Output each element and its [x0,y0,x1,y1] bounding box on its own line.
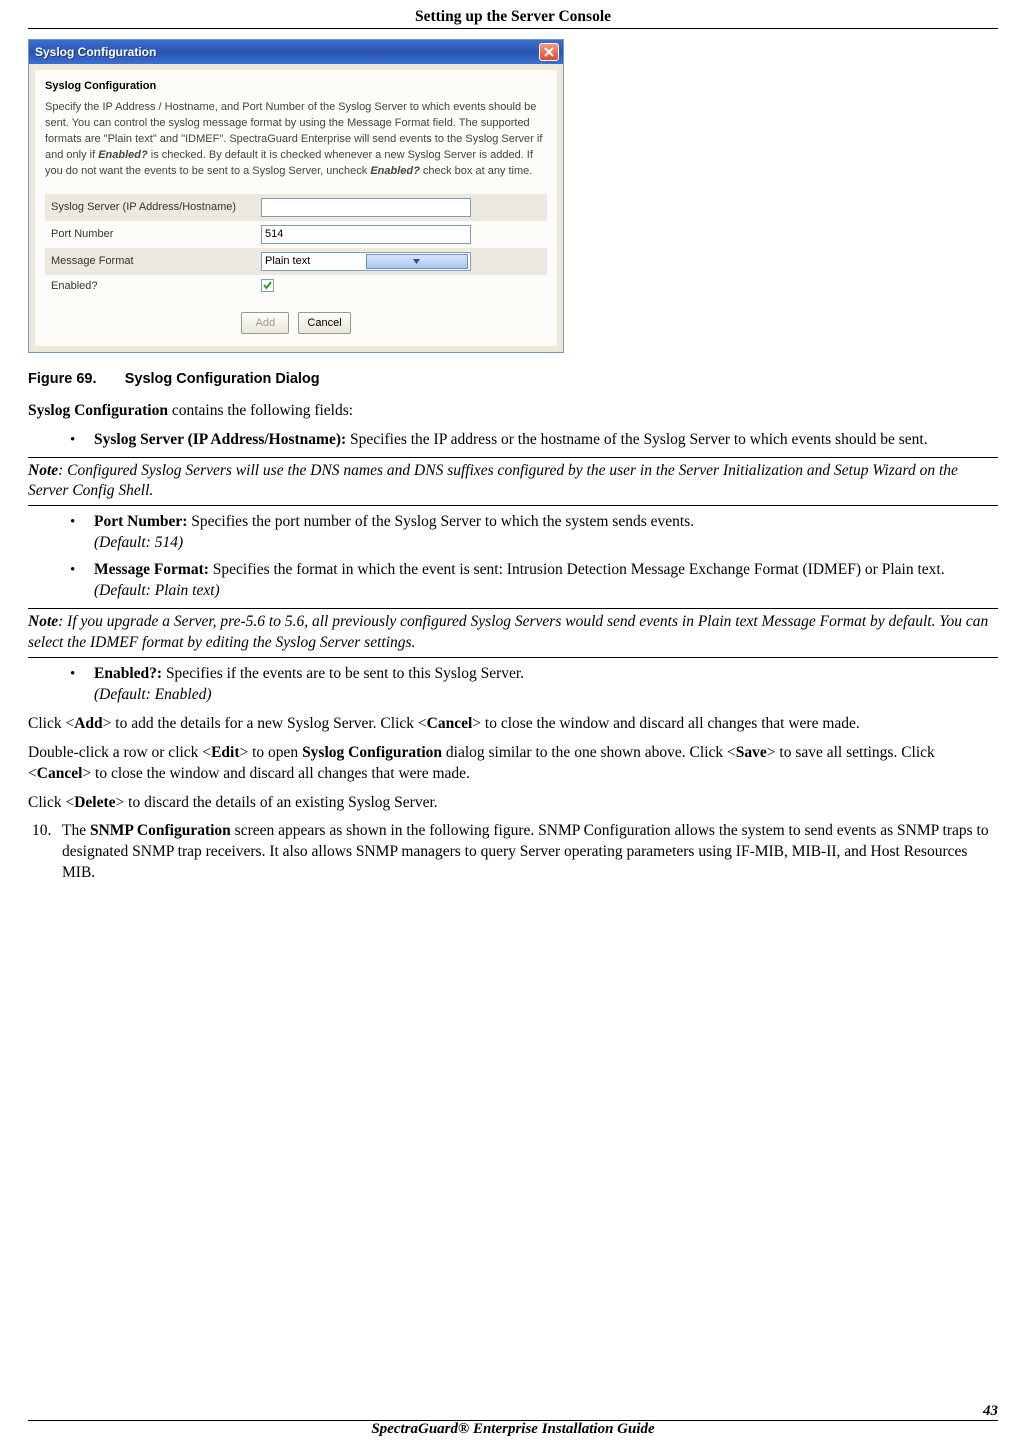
page-number: 43 [28,1403,998,1420]
dialog-form-table: Syslog Server (IP Address/Hostname) Port… [45,194,547,298]
port-input[interactable] [261,225,471,244]
note-text: : Configured Syslog Servers will use the… [28,462,958,500]
bullet-label: Enabled?: [94,665,162,682]
enabled-label: Enabled? [45,275,255,298]
bullet-format: Message Format: Specifies the format in … [70,560,998,602]
intro-para: Syslog Configuration contains the follow… [28,401,998,422]
t: Edit [211,744,239,761]
t: dialog similar to the one shown above. C… [442,744,736,761]
blurb-em: Enabled? [98,149,148,161]
syslog-dialog: Syslog Configuration Syslog Configuratio… [28,39,564,353]
t: > to open [240,744,303,761]
note-label: Note [28,462,58,479]
format-select[interactable]: Plain text [261,252,471,271]
t: Cancel [37,765,83,782]
enabled-checkbox[interactable] [261,279,274,292]
bullet-syslog-server: Syslog Server (IP Address/Hostname): Spe… [70,430,998,451]
t: Click < [28,794,74,811]
t: > to close the window and discard all ch… [472,715,860,732]
para-add: Click <Add> to add the details for a new… [28,714,998,735]
t: SNMP Configuration [90,822,231,839]
close-icon[interactable] [539,43,559,61]
bullet-label: Message Format: [94,561,209,578]
body-content: Syslog Configuration contains the follow… [28,401,998,885]
note-block: Note: Configured Syslog Servers will use… [28,461,998,503]
page-footer: 43 SpectraGuard® Enterprise Installation… [28,1403,998,1438]
chevron-down-icon[interactable] [366,254,469,269]
step-10: 10. The SNMP Configuration screen appear… [32,821,998,884]
step-text: The SNMP Configuration screen appears as… [62,821,998,884]
bullet-port: Port Number: Specifies the port number o… [70,512,998,554]
running-head: Setting up the Server Console [28,8,998,29]
bullet-text: Specifies the format in which the event … [209,561,945,578]
bullet-enabled: Enabled?: Specifies if the events are to… [70,664,998,706]
bullet-text: Specifies if the events are to be sent t… [162,665,524,682]
t: > to discard the details of an existing … [116,794,438,811]
t: Delete [74,794,115,811]
format-select-value: Plain text [265,255,366,267]
t: Click < [28,715,74,732]
bullet-default: (Default: Plain text) [94,582,220,599]
dialog-section-title: Syslog Configuration [45,80,547,92]
format-label: Message Format [45,248,255,275]
para-edit: Double-click a row or click <Edit> to op… [28,743,998,785]
intro-strong: Syslog Configuration [28,402,168,419]
note-block: Note: If you upgrade a Server, pre-5.6 t… [28,612,998,654]
blurb-em: Enabled? [370,165,420,177]
t: The [62,822,90,839]
port-label: Port Number [45,221,255,248]
guide-name: SpectraGuard® Enterprise Installation Gu… [28,1421,998,1438]
intro-rest: contains the following fields: [168,402,353,419]
dialog-title: Syslog Configuration [35,45,539,59]
t: Syslog Configuration [302,744,442,761]
t: Save [736,744,767,761]
blurb-text: check box at any time. [420,165,533,177]
server-label: Syslog Server (IP Address/Hostname) [45,194,255,221]
server-input[interactable] [261,198,471,217]
para-delete: Click <Delete> to discard the details of… [28,793,998,814]
bullet-label: Port Number: [94,513,187,530]
bullet-text: Specifies the port number of the Syslog … [187,513,694,530]
t: Cancel [427,715,473,732]
figure-caption: Figure 69. Syslog Configuration Dialog [28,371,998,387]
t: Double-click a row or click < [28,744,211,761]
figure-number: Figure 69. [28,371,97,387]
cancel-button[interactable]: Cancel [298,312,350,334]
step-number: 10. [32,821,62,884]
bullet-text: Specifies the IP address or the hostname… [346,431,927,448]
dialog-description: Specify the IP Address / Hostname, and P… [45,100,547,180]
dialog-titlebar[interactable]: Syslog Configuration [29,40,563,64]
note-label: Note [28,613,58,630]
t: > to add the details for a new Syslog Se… [103,715,427,732]
bullet-default: (Default: 514) [94,534,183,551]
bullet-default: (Default: Enabled) [94,686,212,703]
t: Add [74,715,102,732]
add-button[interactable]: Add [241,312,289,334]
note-text: : If you upgrade a Server, pre-5.6 to 5.… [28,613,988,651]
t: > to close the window and discard all ch… [82,765,470,782]
figure-title: Syslog Configuration Dialog [125,371,320,387]
bullet-label: Syslog Server (IP Address/Hostname): [94,431,346,448]
